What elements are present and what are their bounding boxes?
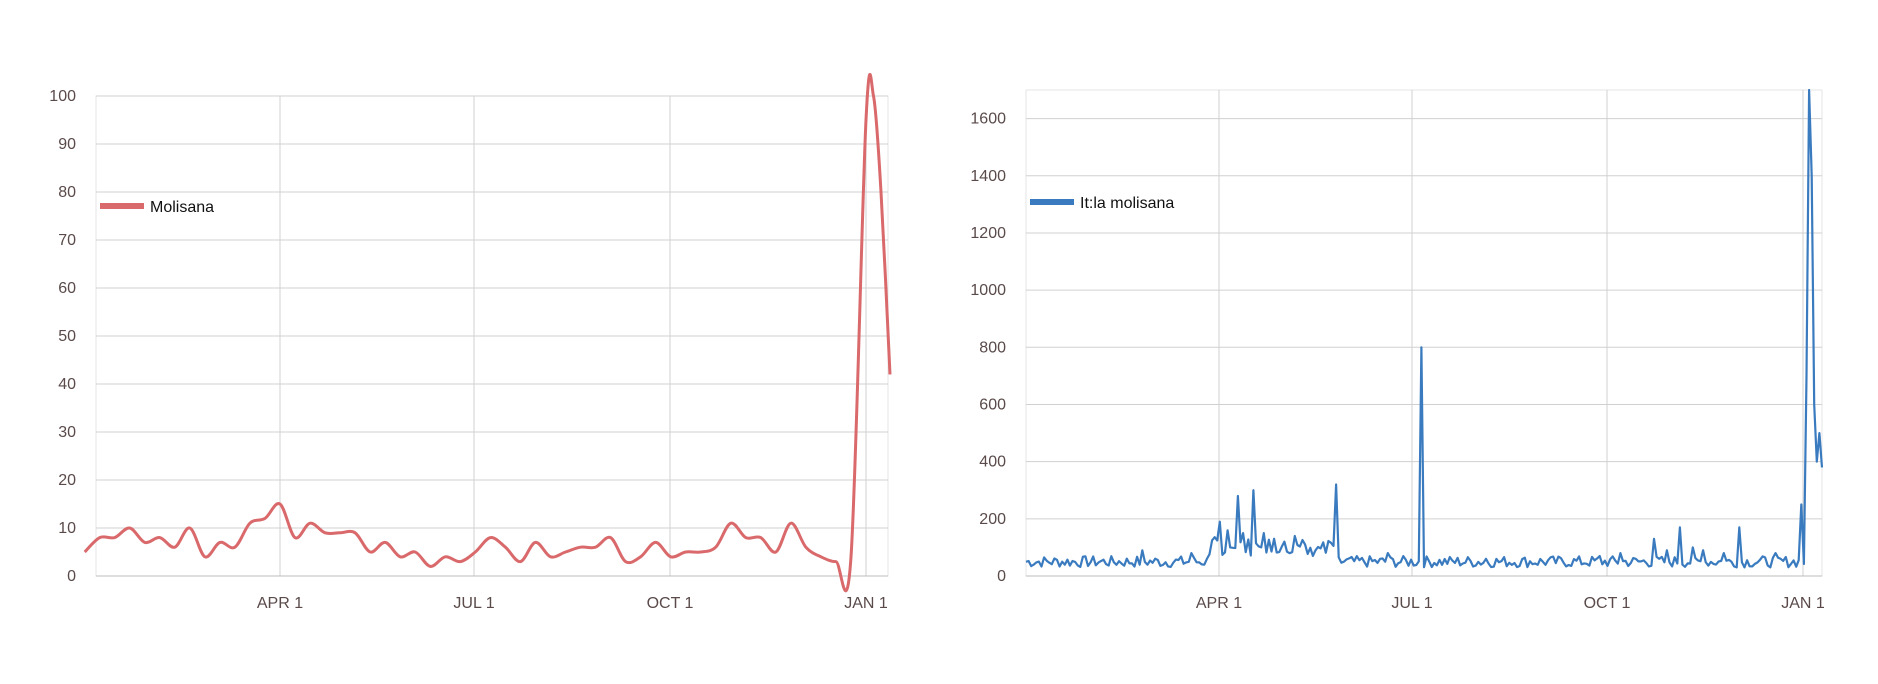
x-tick-label: JAN 1 (844, 595, 888, 612)
series-line-molisana (83, 73, 892, 593)
y-tick-label: 50 (58, 328, 76, 345)
series-line-la-molisana (1025, 88, 1824, 569)
y-tick-label: 70 (58, 232, 76, 249)
y-tick-label: 80 (58, 184, 76, 201)
y-tick-label: 1200 (970, 225, 1006, 242)
y-tick-label: 20 (58, 472, 76, 489)
y-tick-label: 0 (67, 568, 76, 585)
legend-label: Molisana (150, 199, 214, 216)
y-tick-label: 40 (58, 376, 76, 393)
x-tick-label: JUL 1 (1391, 595, 1432, 612)
x-tick-label: APR 1 (257, 595, 303, 612)
x-tick-label: OCT 1 (1584, 595, 1631, 612)
x-tick-label: APR 1 (1196, 595, 1242, 612)
y-tick-label: 90 (58, 136, 76, 153)
x-tick-label: JAN 1 (1781, 595, 1825, 612)
y-tick-label: 200 (979, 511, 1006, 528)
y-tick-label: 100 (49, 88, 76, 105)
y-tick-label: 30 (58, 424, 76, 441)
y-tick-label: 1000 (970, 282, 1006, 299)
y-tick-label: 600 (979, 396, 1006, 413)
y-tick-label: 1600 (970, 111, 1006, 128)
y-tick-label: 1400 (970, 168, 1006, 185)
x-tick-label: JUL 1 (453, 595, 494, 612)
y-tick-label: 60 (58, 280, 76, 297)
y-tick-label: 0 (997, 568, 1006, 585)
y-tick-label: 800 (979, 339, 1006, 356)
y-tick-label: 10 (58, 520, 76, 537)
legend-label: It:la molisana (1080, 195, 1174, 212)
y-tick-label: 400 (979, 454, 1006, 471)
x-tick-label: OCT 1 (647, 595, 694, 612)
